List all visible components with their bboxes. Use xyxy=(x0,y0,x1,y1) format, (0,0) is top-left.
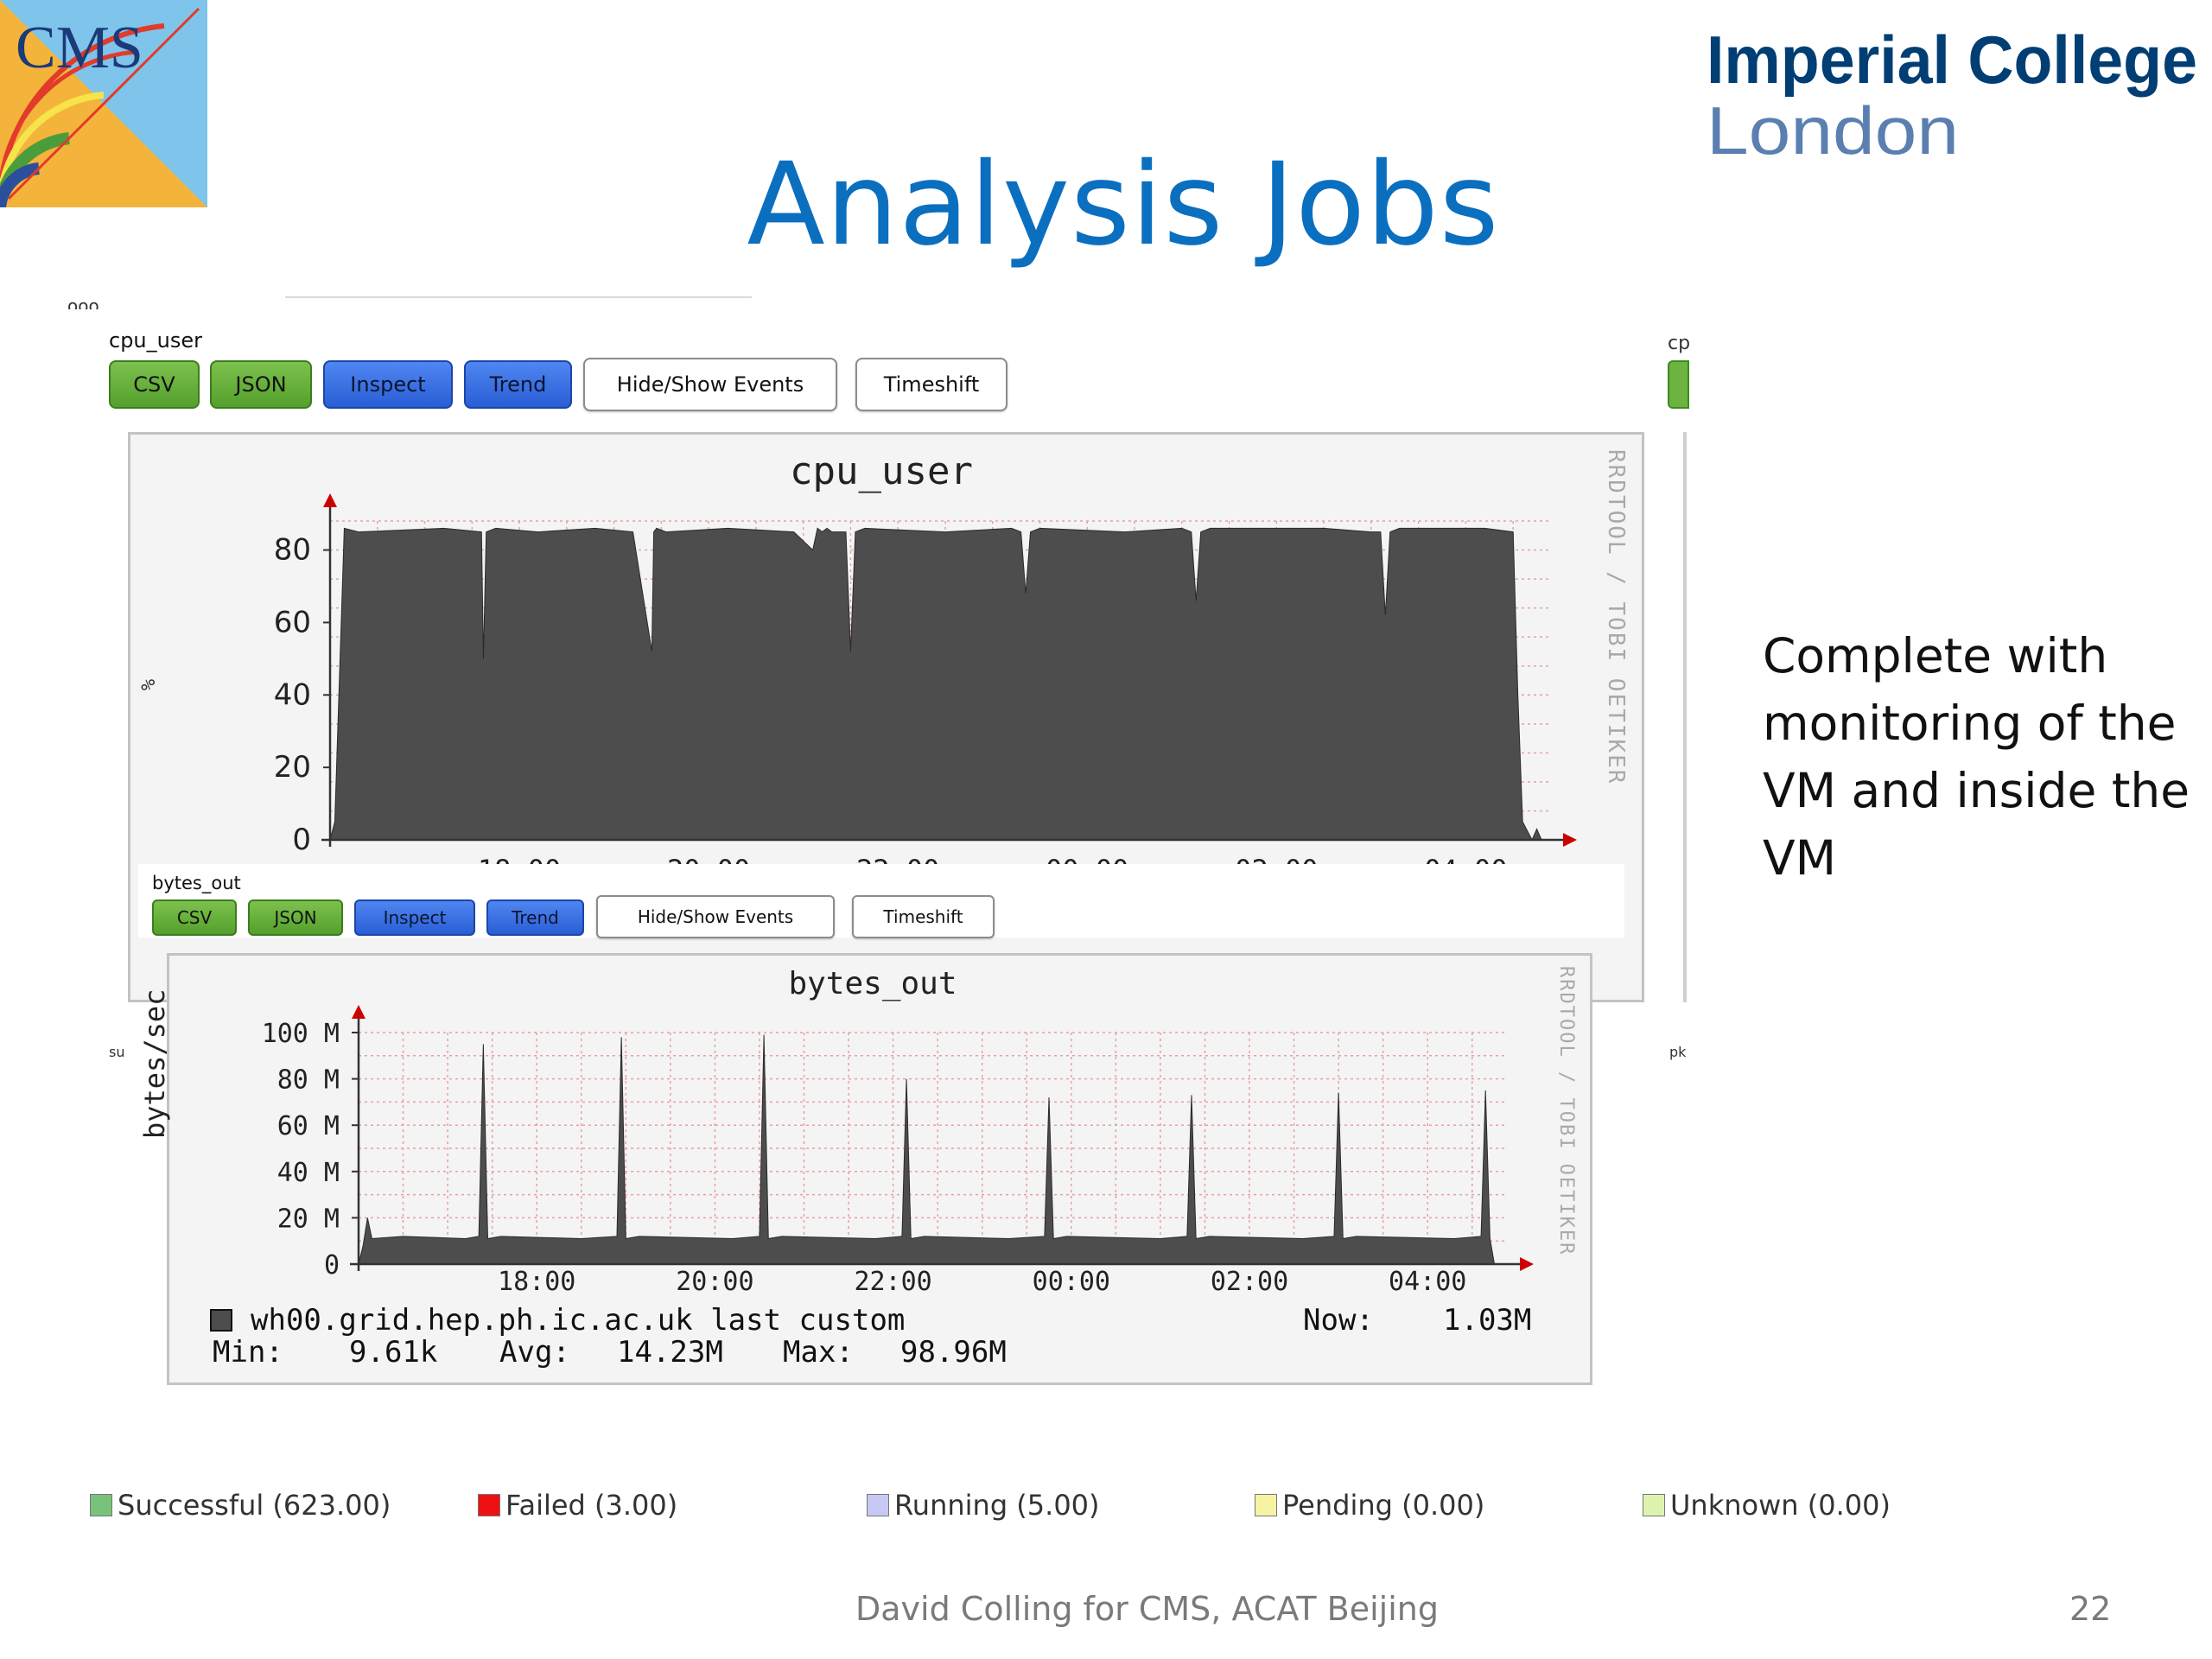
y-tick-label: 80 xyxy=(274,533,311,568)
side-text-line-1: Complete with xyxy=(1763,628,2108,683)
avg-value: 14.23M xyxy=(617,1335,723,1370)
data-area xyxy=(358,1034,1496,1265)
legend-label: Successful (623.00) xyxy=(118,1489,391,1522)
inspect-button[interactable]: Inspect xyxy=(323,360,453,409)
trend-button[interactable]: Trend xyxy=(486,899,584,936)
bytes-panel-label: bytes_out xyxy=(152,873,241,893)
window-fragment-left-mid: su xyxy=(109,1044,125,1060)
y-axis-arrow xyxy=(323,493,337,507)
graph-border-fragment-right xyxy=(1683,432,1687,1002)
legend-successful: Successful (623.00) xyxy=(90,1488,391,1522)
csv-button[interactable]: CSV xyxy=(152,899,237,936)
y-axis-arrow xyxy=(352,1005,365,1019)
window-fragment-right-mid: pk xyxy=(1669,1044,1687,1060)
timeshift-button[interactable]: Timeshift xyxy=(852,895,995,938)
x-tick-label: 20:00 xyxy=(676,1267,753,1297)
x-tick-label: 02:00 xyxy=(1211,1267,1288,1297)
inspect-button[interactable]: Inspect xyxy=(354,899,475,936)
legend-swatch-failed xyxy=(478,1494,500,1516)
legend-unknown: Unknown (0.00) xyxy=(1643,1488,1891,1522)
data-area xyxy=(329,527,1542,842)
y-tick-label: 60 M xyxy=(277,1111,340,1141)
max-label: Max: xyxy=(783,1335,854,1370)
legend-swatch-unknown xyxy=(1643,1494,1665,1516)
slide-footer: David Colling for CMS, ACAT Beijing xyxy=(855,1590,1439,1628)
max-value: 98.96M xyxy=(900,1335,1007,1370)
side-text-line-4: VM xyxy=(1763,830,1837,886)
y-tick-label: 60 xyxy=(274,605,311,639)
imperial-logo-line1: Imperial College xyxy=(1707,24,2197,98)
bytes-rrdtool-credit: RRDTOOL / TOBI OETIKER xyxy=(1555,966,1577,1256)
x-tick-label: 18:00 xyxy=(498,1267,575,1297)
trend-button[interactable]: Trend xyxy=(464,360,572,409)
legend-label: Pending (0.00) xyxy=(1282,1489,1485,1522)
legend-swatch-running xyxy=(867,1494,889,1516)
x-axis-arrow xyxy=(1563,833,1577,847)
cpu-panel-label: cpu_user xyxy=(109,328,202,353)
y-tick-label: 20 xyxy=(274,750,311,785)
min-value: 9.61k xyxy=(349,1335,438,1370)
legend-failed: Failed (3.00) xyxy=(478,1488,677,1522)
hide-show-events-button[interactable]: Hide/Show Events xyxy=(583,358,837,411)
cms-logo: CMS xyxy=(0,0,207,207)
slide-title: Analysis Jobs xyxy=(747,138,1500,271)
window-fragment-right-top: cp xyxy=(1668,333,1691,354)
x-tick-label: 22:00 xyxy=(854,1267,931,1297)
side-description: Complete with monitoring of the VM and i… xyxy=(1763,622,2212,892)
legend-label: Unknown (0.00) xyxy=(1670,1489,1891,1522)
bytes-graph-title: bytes_out xyxy=(788,966,957,1001)
hide-show-events-button[interactable]: Hide/Show Events xyxy=(596,895,835,938)
y-tick-label: 100 M xyxy=(262,1019,340,1049)
host-swatch xyxy=(210,1309,232,1332)
json-button[interactable]: JSON xyxy=(210,360,312,409)
legend-pending: Pending (0.00) xyxy=(1255,1488,1484,1522)
y-tick-label: 0 xyxy=(292,823,311,857)
min-label: Min: xyxy=(213,1335,283,1370)
json-button[interactable]: JSON xyxy=(248,899,343,936)
y-tick-label: 40 M xyxy=(277,1158,340,1188)
window-fragment-top-left: ooo xyxy=(67,297,99,309)
bytes-graph-box xyxy=(167,953,1592,1385)
window-top-rule xyxy=(285,296,752,298)
cpu-graph-title: cpu_user xyxy=(790,449,973,493)
x-tick-label: 04:00 xyxy=(1389,1267,1466,1297)
legend-swatch-successful xyxy=(90,1494,112,1516)
side-text-line-2: monitoring of the xyxy=(1763,696,2177,751)
now-label: Now: xyxy=(1303,1303,1374,1338)
cpu-rrdtool-credit: RRDTOOL / TOBI OETIKER xyxy=(1603,449,1629,785)
x-axis-arrow xyxy=(1520,1257,1534,1271)
imperial-college-logo: Imperial College London xyxy=(1707,24,2197,168)
y-tick-label: 20 M xyxy=(277,1204,340,1234)
csv-button-fragment[interactable] xyxy=(1668,360,1689,409)
legend-swatch-pending xyxy=(1255,1494,1277,1516)
imperial-logo-line2: London xyxy=(1707,92,1959,168)
page-number: 22 xyxy=(2069,1590,2112,1628)
cms-logo-text: CMS xyxy=(16,15,143,81)
y-tick-label: 0 xyxy=(324,1250,340,1281)
y-tick-label: 40 xyxy=(274,677,311,712)
side-text-line-3: VM and inside the xyxy=(1763,763,2190,818)
now-value: 1.03M xyxy=(1443,1303,1532,1338)
legend-label: Running (5.00) xyxy=(894,1489,1100,1522)
legend-running: Running (5.00) xyxy=(867,1488,1100,1522)
x-tick-label: 00:00 xyxy=(1033,1267,1110,1297)
legend-label: Failed (3.00) xyxy=(505,1489,678,1522)
csv-button[interactable]: CSV xyxy=(109,360,200,409)
host-legend-label: wh00.grid.hep.ph.ic.ac.uk last custom xyxy=(251,1303,906,1338)
y-tick-label: 80 M xyxy=(277,1065,340,1096)
timeshift-button[interactable]: Timeshift xyxy=(855,358,1007,411)
avg-label: Avg: xyxy=(499,1335,570,1370)
